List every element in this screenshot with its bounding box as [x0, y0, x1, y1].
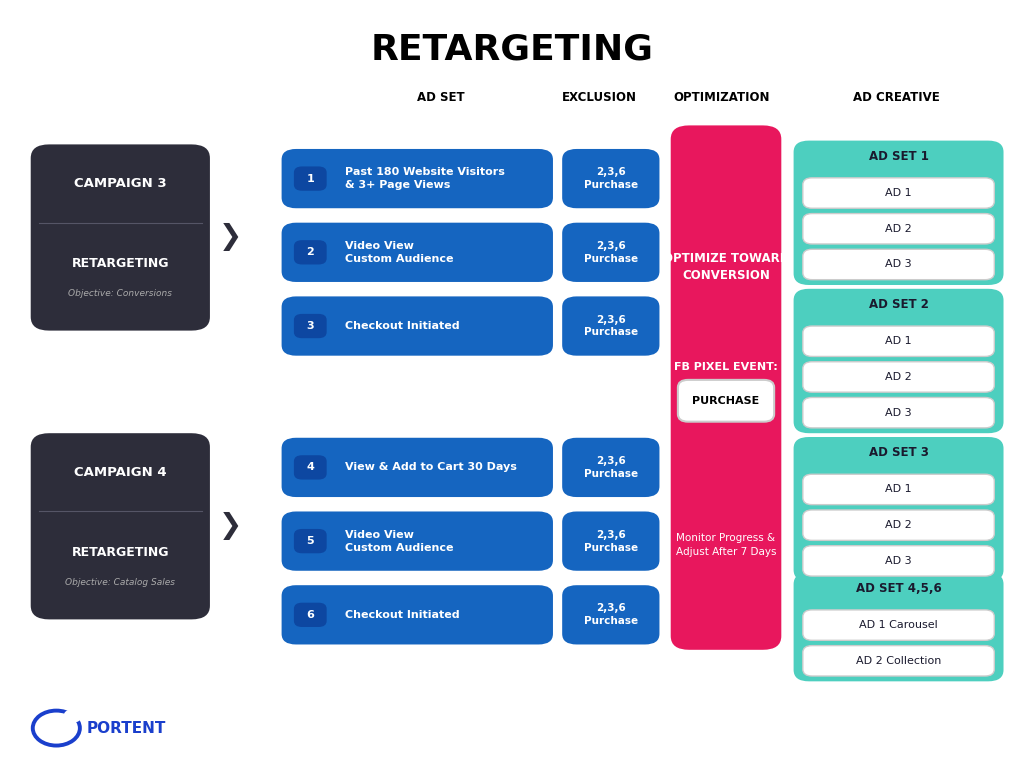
Text: 1: 1 [306, 173, 314, 184]
Text: OPTIMIZE TOWARD
CONVERSION: OPTIMIZE TOWARD CONVERSION [663, 252, 790, 282]
FancyBboxPatch shape [803, 178, 994, 208]
FancyBboxPatch shape [294, 603, 327, 627]
Text: 2,3,6
Purchase: 2,3,6 Purchase [584, 315, 638, 337]
FancyBboxPatch shape [31, 433, 210, 619]
FancyBboxPatch shape [562, 223, 659, 282]
Text: Video View
Custom Audience: Video View Custom Audience [345, 530, 454, 553]
Text: AD 1: AD 1 [885, 188, 912, 198]
FancyBboxPatch shape [803, 326, 994, 356]
FancyBboxPatch shape [803, 214, 994, 244]
Text: PURCHASE: PURCHASE [692, 396, 760, 406]
Text: CAMPAIGN 4: CAMPAIGN 4 [74, 466, 167, 479]
FancyBboxPatch shape [803, 362, 994, 392]
Text: AD 3: AD 3 [885, 259, 912, 270]
Text: PORTENT: PORTENT [87, 720, 167, 736]
FancyBboxPatch shape [803, 510, 994, 540]
FancyBboxPatch shape [294, 529, 327, 553]
Text: AD 2: AD 2 [885, 223, 912, 234]
Text: Video View
Custom Audience: Video View Custom Audience [345, 241, 454, 264]
FancyBboxPatch shape [294, 166, 327, 191]
FancyBboxPatch shape [803, 646, 994, 676]
Text: AD SET: AD SET [417, 90, 464, 104]
FancyBboxPatch shape [794, 141, 1004, 285]
FancyBboxPatch shape [282, 511, 553, 571]
FancyBboxPatch shape [31, 144, 210, 331]
Text: AD SET 3: AD SET 3 [868, 446, 929, 460]
Text: AD 1: AD 1 [885, 336, 912, 347]
Text: 4: 4 [306, 462, 314, 473]
FancyBboxPatch shape [562, 149, 659, 208]
FancyBboxPatch shape [562, 296, 659, 356]
FancyBboxPatch shape [282, 296, 553, 356]
FancyBboxPatch shape [671, 125, 781, 650]
Text: AD CREATIVE: AD CREATIVE [853, 90, 939, 104]
FancyBboxPatch shape [803, 610, 994, 640]
Text: Checkout Initiated: Checkout Initiated [345, 321, 460, 331]
Text: AD 2: AD 2 [885, 520, 912, 530]
Text: RETARGETING: RETARGETING [72, 546, 169, 559]
Text: AD 2: AD 2 [885, 372, 912, 382]
FancyBboxPatch shape [803, 249, 994, 280]
Text: 2: 2 [306, 247, 314, 258]
Text: EXCLUSION: EXCLUSION [561, 90, 637, 104]
Text: RETARGETING: RETARGETING [371, 33, 653, 66]
Text: AD 3: AD 3 [885, 407, 912, 418]
Text: OPTIMIZATION: OPTIMIZATION [674, 90, 770, 104]
Text: FB PIXEL EVENT:: FB PIXEL EVENT: [674, 362, 778, 372]
FancyBboxPatch shape [794, 437, 1004, 581]
Text: 2,3,6
Purchase: 2,3,6 Purchase [584, 241, 638, 264]
Text: AD SET 2: AD SET 2 [868, 298, 929, 312]
Text: AD SET 1: AD SET 1 [868, 150, 929, 163]
FancyBboxPatch shape [282, 223, 553, 282]
FancyBboxPatch shape [803, 474, 994, 505]
Text: AD 2 Collection: AD 2 Collection [856, 656, 941, 666]
Text: RETARGETING: RETARGETING [72, 257, 169, 270]
FancyBboxPatch shape [794, 573, 1004, 681]
Text: Checkout Initiated: Checkout Initiated [345, 610, 460, 620]
Text: CAMPAIGN 3: CAMPAIGN 3 [74, 177, 167, 190]
Text: View & Add to Cart 30 Days: View & Add to Cart 30 Days [345, 462, 517, 473]
Text: ❯: ❯ [219, 223, 242, 251]
Text: 5: 5 [306, 536, 314, 546]
Text: AD 1 Carousel: AD 1 Carousel [859, 620, 938, 630]
FancyBboxPatch shape [794, 289, 1004, 433]
FancyBboxPatch shape [282, 585, 553, 644]
Circle shape [63, 709, 82, 723]
Text: Monitor Progress &
Adjust After 7 Days: Monitor Progress & Adjust After 7 Days [676, 534, 776, 556]
FancyBboxPatch shape [562, 438, 659, 497]
FancyBboxPatch shape [294, 455, 327, 480]
FancyBboxPatch shape [294, 314, 327, 338]
Text: 2,3,6
Purchase: 2,3,6 Purchase [584, 530, 638, 553]
Text: 6: 6 [306, 610, 314, 620]
FancyBboxPatch shape [282, 438, 553, 497]
FancyBboxPatch shape [562, 585, 659, 644]
FancyBboxPatch shape [678, 380, 774, 422]
Text: 2,3,6
Purchase: 2,3,6 Purchase [584, 456, 638, 479]
Circle shape [43, 718, 70, 738]
Text: Objective: Catalog Sales: Objective: Catalog Sales [66, 578, 175, 587]
Text: AD 3: AD 3 [885, 556, 912, 566]
Text: AD SET 4,5,6: AD SET 4,5,6 [856, 582, 941, 595]
Text: 2,3,6
Purchase: 2,3,6 Purchase [584, 167, 638, 190]
FancyBboxPatch shape [282, 149, 553, 208]
FancyBboxPatch shape [294, 240, 327, 264]
Text: 3: 3 [306, 321, 314, 331]
Text: Past 180 Website Visitors
& 3+ Page Views: Past 180 Website Visitors & 3+ Page View… [345, 167, 505, 190]
Text: 2,3,6
Purchase: 2,3,6 Purchase [584, 603, 638, 626]
Text: Objective: Conversions: Objective: Conversions [69, 289, 172, 298]
Text: AD 1: AD 1 [885, 484, 912, 495]
FancyBboxPatch shape [803, 546, 994, 576]
Text: ❯: ❯ [219, 512, 242, 540]
FancyBboxPatch shape [803, 397, 994, 428]
FancyBboxPatch shape [562, 511, 659, 571]
